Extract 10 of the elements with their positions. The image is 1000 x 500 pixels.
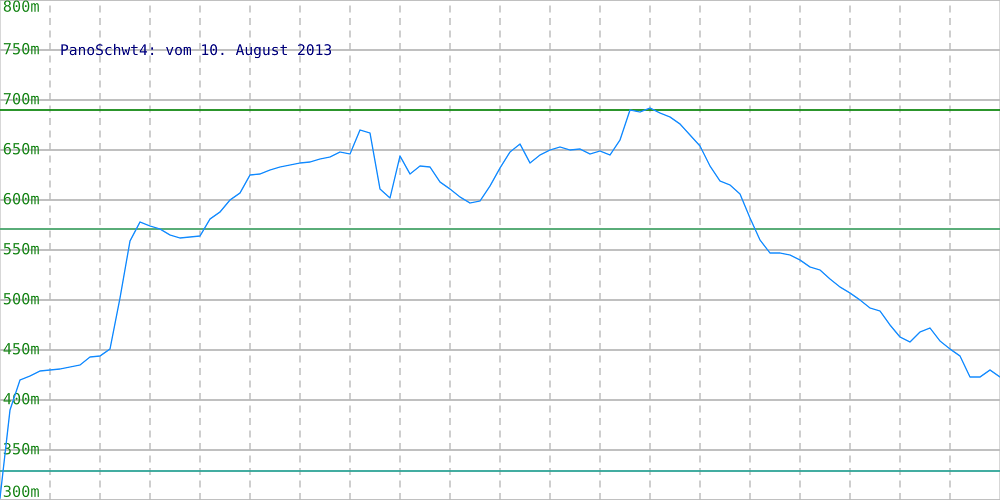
- y-tick-label: 650m: [4, 142, 39, 154]
- y-tick-label: 700m: [4, 92, 39, 104]
- y-tick-label: 750m: [4, 42, 39, 54]
- text: PanoSchwt4: vom 10. August 2013: [61, 44, 332, 58]
- y-tick-label: 550m: [4, 242, 39, 254]
- y-tick-label: 800m: [4, 0, 39, 12]
- y-tick-label: 450m: [4, 342, 39, 354]
- y-tick-label: 500m: [4, 292, 39, 304]
- y-tick-label: 300m: [4, 485, 39, 498]
- y-tick-label: 600m: [4, 192, 39, 204]
